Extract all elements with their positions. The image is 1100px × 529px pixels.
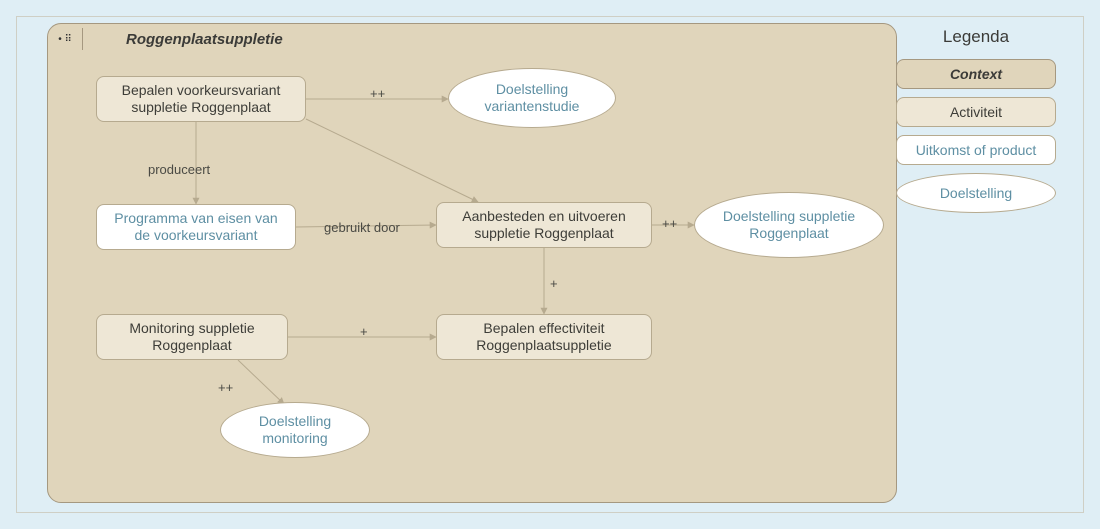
edge-label-n4-n7: + <box>550 276 558 291</box>
legend: Legenda Context Activiteit Uitkomst of p… <box>891 27 1061 213</box>
legend-item-product: Uitkomst of product <box>896 135 1056 165</box>
edge-label-n3-n4: gebruikt door <box>324 220 400 235</box>
edge-label-n4-n5: ++ <box>662 216 677 231</box>
edge-label-n6-n7: + <box>360 324 368 339</box>
edge-label-n6-n8: ++ <box>218 380 233 395</box>
edge-n6-n8 <box>238 360 284 404</box>
node-n8-goal[interactable]: Doelstelling monitoring <box>220 402 370 458</box>
node-n2-goal[interactable]: Doelstelling variantenstudie <box>448 68 616 128</box>
canvas-header: • ⠿ Roggenplaatsuppletie <box>48 24 896 54</box>
legend-item-goal: Doelstelling <box>896 173 1056 213</box>
node-n7-activity[interactable]: Bepalen effectiviteit Roggenplaatsupplet… <box>436 314 652 360</box>
diagram-canvas: • ⠿ Roggenplaatsuppletie Bepalen voorkeu… <box>47 23 897 503</box>
node-n4-activity[interactable]: Aanbesteden en uitvoeren suppletie Rogge… <box>436 202 652 248</box>
node-n3-product[interactable]: Programma van eisen van de voorkeursvari… <box>96 204 296 250</box>
canvas-title: Roggenplaatsuppletie <box>126 31 283 48</box>
canvas-handle-icon: • ⠿ <box>48 24 82 54</box>
legend-title: Legenda <box>943 27 1009 47</box>
header-separator <box>82 28 83 50</box>
edge-label-n1-n2: ++ <box>370 86 385 101</box>
outer-frame: • ⠿ Roggenplaatsuppletie Bepalen voorkeu… <box>16 16 1084 513</box>
node-n5-goal[interactable]: Doelstelling suppletie Roggenplaat <box>694 192 884 258</box>
edge-label-n1-n3: produceert <box>148 162 210 177</box>
legend-item-activity: Activiteit <box>896 97 1056 127</box>
edge-n1-n4 <box>306 119 478 202</box>
node-n6-activity[interactable]: Monitoring suppletie Roggenplaat <box>96 314 288 360</box>
legend-item-context: Context <box>896 59 1056 89</box>
node-n1-activity[interactable]: Bepalen voorkeursvariant suppletie Rogge… <box>96 76 306 122</box>
